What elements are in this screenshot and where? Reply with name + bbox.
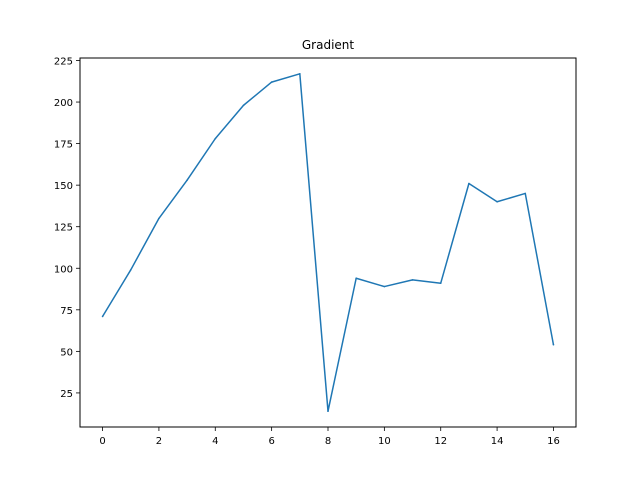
y-axis-ticks: 25 50 75 100 125 150 175 200 225 [54, 56, 80, 400]
data-point [158, 217, 160, 220]
x-tick-label: 0 [99, 436, 105, 447]
x-axis-ticks: 0 2 4 6 8 10 12 14 16 [99, 427, 560, 447]
y-tick-label: 125 [54, 223, 73, 234]
data-point [101, 315, 104, 318]
data-point [439, 282, 442, 285]
data-point [214, 137, 217, 140]
y-tick-label: 50 [60, 347, 73, 358]
y-tick-label: 25 [60, 389, 73, 400]
data-point [129, 269, 132, 271]
plot-frame [79, 57, 577, 428]
x-tick-label: 12 [434, 436, 447, 447]
x-tick-label: 6 [268, 436, 274, 447]
data-point [468, 182, 470, 185]
y-tick-label: 175 [54, 140, 73, 151]
data-point [270, 81, 273, 83]
y-tick-label: 75 [60, 306, 73, 317]
data-point [383, 285, 386, 288]
data-point [524, 192, 527, 195]
data-point [299, 72, 301, 75]
data-point [411, 279, 414, 281]
y-tick-label: 100 [54, 264, 73, 275]
x-tick-label: 10 [378, 436, 391, 447]
x-tick-label: 14 [491, 436, 504, 447]
data-point [242, 104, 245, 107]
data-point [496, 200, 498, 203]
data-point [552, 343, 555, 346]
y-tick-label: 150 [54, 181, 73, 192]
chart-title: Gradient [302, 38, 355, 52]
data-point [327, 410, 329, 413]
x-tick-label: 16 [547, 436, 560, 447]
data-point [355, 277, 357, 280]
y-tick-label: 225 [54, 56, 73, 67]
x-tick-label: 8 [325, 436, 331, 447]
y-tick-label: 200 [54, 98, 73, 109]
x-tick-label: 4 [212, 436, 218, 447]
data-points-group [101, 72, 555, 413]
data-point [186, 179, 188, 181]
x-tick-label: 2 [156, 436, 162, 447]
